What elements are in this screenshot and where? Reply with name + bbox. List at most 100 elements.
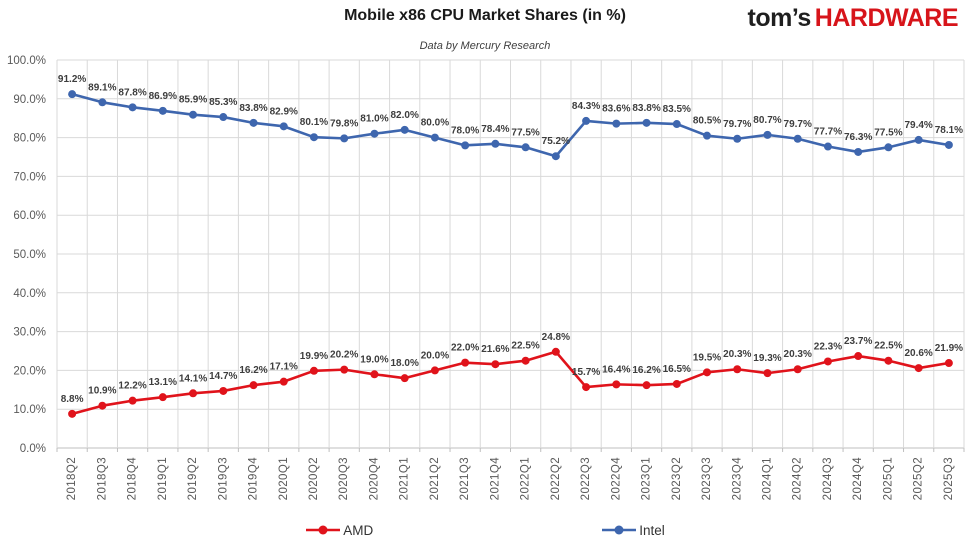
amd-data-label: 22.5%: [511, 341, 539, 352]
legend-item-amd[interactable]: AMD: [305, 523, 373, 538]
amd-data-label: 20.0%: [421, 350, 449, 361]
amd-data-point: [823, 357, 832, 366]
intel-data-label: 78.1%: [935, 125, 963, 136]
toms-hardware-logo: tom’s HARDWARE: [747, 4, 959, 33]
intel-data-label: 80.7%: [753, 115, 781, 126]
amd-data-point: [703, 368, 712, 377]
logo-toms-text: tom’s: [747, 4, 812, 32]
intel-data-label: 75.2%: [542, 136, 570, 147]
amd-data-point: [279, 377, 288, 386]
y-axis-tick-label: 60.0%: [13, 210, 46, 222]
amd-data-label: 16.2%: [632, 365, 660, 376]
x-axis-tick-label: 2022Q2: [550, 457, 562, 500]
x-axis-tick-label: 2025Q2: [913, 457, 925, 500]
amd-data-label: 16.2%: [239, 365, 267, 376]
intel-data-label: 80.1%: [300, 117, 328, 128]
amd-data-label: 21.6%: [481, 344, 509, 355]
amd-data-point: [672, 379, 681, 388]
x-axis-tick-label: 2019Q2: [187, 457, 199, 500]
amd-data-point: [491, 360, 500, 369]
x-axis-tick-label: 2022Q1: [520, 457, 532, 500]
amd-data-label: 14.1%: [179, 373, 207, 384]
y-axis-tick-label: 50.0%: [13, 249, 46, 261]
amd-data-point: [189, 389, 198, 398]
amd-data-point: [400, 374, 409, 383]
intel-data-point: [158, 106, 167, 115]
amd-data-point: [582, 383, 591, 392]
x-axis-tick-label: 2021Q4: [489, 457, 501, 501]
intel-data-point: [703, 131, 712, 140]
intel-data-point: [249, 118, 258, 127]
legend-item-intel[interactable]: Intel: [601, 523, 665, 538]
intel-data-point: [914, 135, 923, 144]
intel-data-label: 86.9%: [149, 91, 177, 102]
x-axis-tick-label: 2022Q4: [610, 457, 622, 501]
intel-data-label: 87.8%: [118, 87, 146, 98]
amd-data-label: 20.3%: [723, 349, 751, 360]
y-axis-tick-label: 100.0%: [7, 55, 46, 67]
amd-data-label: 22.3%: [814, 341, 842, 352]
amd-data-point: [733, 365, 742, 374]
legend-marker-amd: [306, 525, 341, 535]
intel-data-point: [551, 152, 560, 161]
intel-data-point: [793, 134, 802, 143]
intel-data-point: [309, 133, 318, 142]
amd-data-point: [128, 396, 137, 405]
intel-data-point: [340, 134, 349, 143]
intel-data-point: [400, 125, 409, 134]
chart-legend: AMD Intel: [0, 518, 970, 542]
amd-data-point: [219, 386, 228, 395]
intel-data-point: [672, 120, 681, 129]
intel-data-point: [944, 140, 953, 149]
amd-data-label: 10.9%: [88, 386, 116, 397]
intel-data-point: [491, 139, 500, 148]
amd-data-point: [249, 381, 258, 390]
y-axis-tick-label: 90.0%: [13, 94, 46, 106]
x-axis-tick-label: 2020Q1: [278, 457, 290, 500]
intel-data-label: 85.9%: [179, 95, 207, 106]
intel-data-label: 81.0%: [360, 114, 388, 125]
x-axis-tick-label: 2020Q2: [308, 457, 320, 500]
intel-data-point: [68, 90, 77, 99]
amd-data-label: 20.2%: [330, 350, 358, 361]
x-axis-tick-label: 2020Q4: [368, 457, 380, 501]
y-axis-tick-label: 30.0%: [13, 327, 46, 339]
intel-data-label: 78.4%: [481, 124, 509, 135]
amd-data-point: [340, 365, 349, 374]
amd-data-point: [551, 347, 560, 356]
amd-data-label: 23.7%: [844, 336, 872, 347]
intel-data-label: 78.0%: [451, 125, 479, 136]
intel-data-point: [763, 130, 772, 139]
amd-data-label: 20.3%: [784, 349, 812, 360]
amd-series-line: [70, 350, 951, 416]
x-axis-tick-label: 2023Q2: [671, 457, 683, 500]
amd-data-point: [944, 359, 953, 368]
intel-data-point: [279, 122, 288, 131]
intel-data-point: [219, 113, 228, 122]
x-axis-tick-label: 2024Q4: [852, 457, 864, 501]
amd-data-label: 8.8%: [61, 394, 84, 405]
intel-data-label: 76.3%: [844, 132, 872, 143]
intel-data-point: [612, 119, 621, 128]
x-axis-tick-label: 2021Q2: [429, 457, 441, 500]
amd-data-label: 19.0%: [360, 354, 388, 365]
amd-data-point: [68, 409, 77, 418]
x-axis-tick-label: 2023Q3: [701, 457, 713, 500]
x-axis-tick-label: 2018Q3: [96, 457, 108, 500]
amd-data-point: [370, 370, 379, 379]
x-axis-tick-label: 2024Q2: [792, 457, 804, 500]
amd-data-point: [793, 365, 802, 374]
intel-data-label: 79.8%: [330, 118, 358, 129]
intel-data-label: 82.0%: [391, 110, 419, 121]
chart-subtitle: Data by Mercury Research: [419, 40, 551, 52]
x-axis-tick-label: 2018Q2: [66, 457, 78, 500]
intel-data-label: 83.8%: [239, 103, 267, 114]
intel-data-point: [854, 147, 863, 156]
x-axis-tick-label: 2021Q1: [399, 457, 411, 500]
amd-data-point: [612, 380, 621, 389]
x-axis-tick-label: 2025Q3: [943, 457, 955, 500]
intel-data-point: [582, 116, 591, 125]
y-axis-tick-label: 10.0%: [13, 404, 46, 416]
amd-data-label: 19.9%: [300, 351, 328, 362]
intel-data-label: 83.6%: [602, 104, 630, 115]
